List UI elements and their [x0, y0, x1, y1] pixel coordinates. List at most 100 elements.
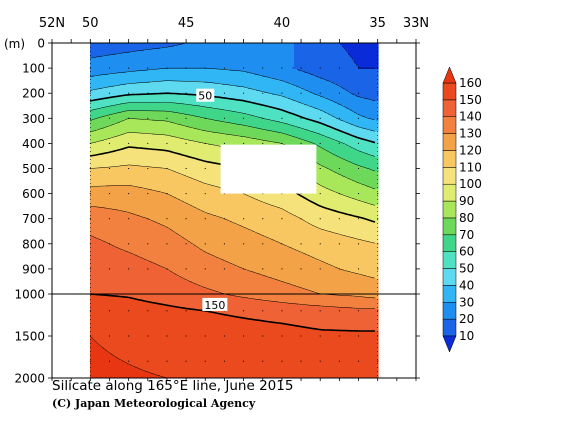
- band-cell: [352, 331, 355, 378]
- band-cell: [172, 137, 175, 154]
- band-cell: [214, 121, 217, 134]
- band-cell: [178, 199, 181, 236]
- band-cell: [366, 99, 369, 118]
- sample-point: [128, 310, 130, 312]
- colorbar-segment: [442, 302, 457, 320]
- band-cell: [362, 331, 365, 378]
- band-cell: [352, 125, 355, 136]
- sample-point: [147, 310, 149, 312]
- band-cell: [110, 295, 113, 354]
- band-cell: [214, 133, 217, 146]
- band-cell: [186, 43, 189, 70]
- band-cell: [146, 49, 149, 72]
- band-cell: [112, 55, 115, 74]
- band-cell: [280, 323, 283, 378]
- band-cell: [118, 297, 121, 360]
- band-cell: [274, 241, 277, 280]
- band-cell: [288, 125, 291, 136]
- band-cell: [352, 59, 355, 96]
- band-cell: [212, 255, 215, 292]
- band-cell: [166, 43, 169, 48]
- band-cell: [194, 179, 197, 208]
- band-cell: [100, 109, 103, 118]
- band-cell: [238, 87, 241, 102]
- band-cell: [194, 283, 197, 310]
- band-cell: [102, 295, 105, 348]
- band-cell: [120, 211, 123, 250]
- band-cell: [100, 187, 103, 208]
- band-cell: [300, 71, 303, 88]
- band-cell: [272, 323, 275, 378]
- band-cell: [264, 301, 267, 322]
- band-cell: [252, 299, 255, 320]
- band-cell: [304, 73, 307, 90]
- band-cell: [356, 217, 359, 240]
- band-cell: [194, 95, 197, 106]
- band-cell: [316, 43, 319, 78]
- band-cell: [256, 91, 259, 104]
- band-cell: [350, 125, 353, 136]
- band-cell: [352, 111, 355, 126]
- band-cell: [238, 101, 241, 114]
- band-cell: [90, 131, 93, 144]
- sample-point: [262, 243, 264, 245]
- sample-point: [204, 243, 206, 245]
- band-cell: [214, 83, 217, 98]
- band-cell: [188, 205, 191, 242]
- band-cell: [290, 99, 293, 114]
- band-cell: [346, 145, 349, 162]
- band-cell: [266, 77, 269, 94]
- band-cell: [122, 361, 125, 378]
- band-cell: [310, 93, 313, 108]
- band-cell: [342, 159, 345, 178]
- band-cell: [240, 193, 243, 226]
- band-cell: [362, 69, 365, 98]
- band-cell: [362, 153, 365, 168]
- band-cell: [196, 129, 199, 142]
- band-cell: [174, 103, 177, 114]
- band-cell: [116, 297, 119, 358]
- band-cell: [260, 201, 263, 236]
- sample-point: [108, 168, 110, 169]
- band-cell: [364, 275, 367, 298]
- band-cell: [116, 85, 119, 98]
- band-cell: [162, 305, 165, 378]
- band-cell: [182, 113, 185, 126]
- band-cell: [152, 149, 155, 168]
- band-cell: [118, 43, 121, 54]
- band-cell: [348, 147, 351, 162]
- band-cell: [284, 183, 287, 212]
- band-cell: [350, 57, 353, 94]
- band-cell: [242, 137, 245, 152]
- band-cell: [234, 71, 237, 86]
- band-cell: [142, 51, 145, 72]
- sample-point: [223, 218, 225, 220]
- band-cell: [138, 369, 141, 378]
- band-cell: [114, 247, 117, 298]
- band-cell: [186, 105, 189, 116]
- band-cell: [348, 55, 351, 92]
- band-cell: [156, 121, 159, 136]
- band-cell: [328, 43, 331, 82]
- band-cell: [244, 319, 247, 378]
- band-cell: [364, 139, 367, 154]
- band-cell: [106, 243, 109, 296]
- band-cell: [140, 95, 143, 104]
- band-cell: [224, 133, 227, 148]
- contour-140: [89, 235, 376, 309]
- band-cell: [108, 43, 111, 56]
- band-cell: [226, 219, 229, 262]
- band-cell: [150, 373, 153, 378]
- band-cell: [180, 103, 183, 114]
- band-cell: [92, 339, 95, 378]
- colorbar-label: 10: [459, 329, 474, 343]
- band-cell: [318, 43, 321, 78]
- band-cell: [212, 185, 215, 216]
- band-cell: [162, 225, 165, 268]
- band-cell: [196, 159, 199, 182]
- band-cell: [194, 159, 197, 180]
- band-cell: [192, 95, 195, 106]
- band-cell: [232, 265, 235, 296]
- band-cell: [150, 49, 153, 70]
- band-cell: [158, 81, 161, 94]
